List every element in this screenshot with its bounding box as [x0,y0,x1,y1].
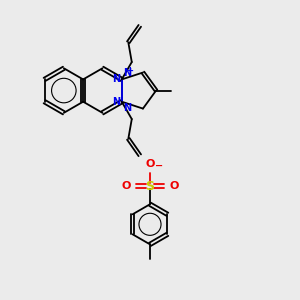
Text: N: N [112,74,120,84]
Text: −: − [155,161,163,171]
Text: O: O [145,159,155,169]
Text: O: O [169,181,179,191]
Text: O: O [121,181,130,191]
Text: N: N [123,103,131,113]
Text: N: N [123,68,131,78]
Text: N: N [112,97,120,107]
Text: S: S [146,180,154,193]
Text: +: + [126,66,133,75]
